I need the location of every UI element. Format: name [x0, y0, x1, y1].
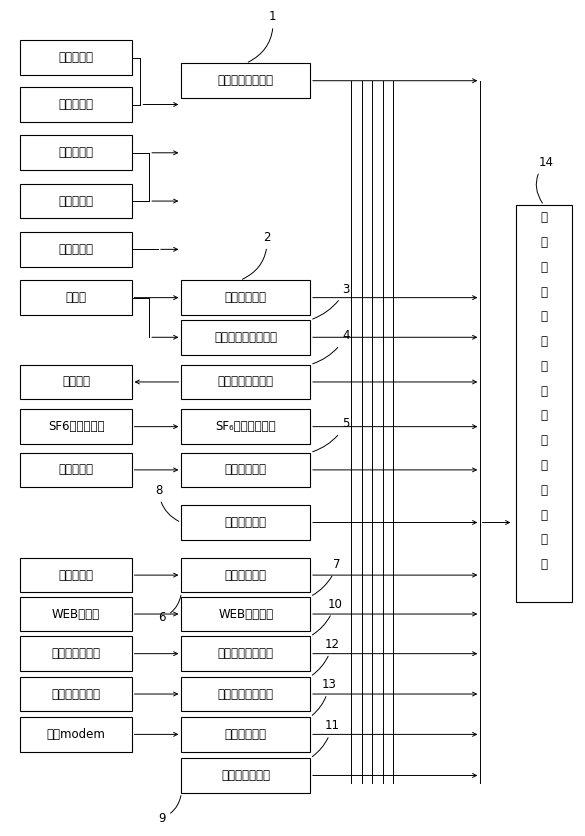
Text: 安防报警系统: 安防报警系统 [225, 463, 267, 477]
Bar [20, 40, 132, 75]
Bar [181, 558, 310, 593]
Bar [20, 597, 132, 631]
Text: 辅助设备: 辅助设备 [62, 375, 90, 389]
Text: 9: 9 [158, 796, 181, 824]
Text: SF6气体传感器: SF6气体传感器 [48, 421, 104, 433]
Bar [181, 758, 310, 793]
Text: 10: 10 [312, 598, 342, 635]
Text: 综: 综 [541, 434, 548, 447]
Text: 行: 行 [541, 310, 548, 324]
Text: 门禁控制器: 门禁控制器 [58, 568, 94, 582]
Text: 2: 2 [242, 231, 271, 279]
Text: 运: 运 [541, 286, 548, 298]
Text: 5: 5 [313, 417, 350, 451]
Text: 4: 4 [313, 329, 350, 364]
Text: 8: 8 [155, 484, 179, 522]
Bar [181, 410, 310, 444]
Bar [20, 135, 132, 170]
Text: 可扩展功能系统: 可扩展功能系统 [221, 769, 270, 782]
Bar [181, 320, 310, 354]
Text: 烟雾探测器: 烟雾探测器 [58, 195, 94, 207]
Text: 监: 监 [541, 484, 548, 497]
Text: 平: 平 [541, 533, 548, 547]
Bar [181, 364, 310, 400]
Text: 火灾报警及消防系统: 火灾报警及消防系统 [214, 331, 277, 344]
Text: 3: 3 [312, 283, 350, 319]
Bar [20, 184, 132, 218]
Bar [20, 364, 132, 400]
Text: 变: 变 [541, 212, 548, 224]
Bar [181, 64, 310, 98]
Text: 境: 境 [541, 360, 548, 373]
Bar [20, 232, 132, 267]
Text: 电缆温度监测系统: 电缆温度监测系统 [218, 647, 274, 660]
Text: 12: 12 [312, 638, 340, 675]
Text: 11: 11 [312, 719, 340, 757]
Bar [181, 505, 310, 540]
Text: 合: 合 [541, 459, 548, 472]
Text: 红外成像监测系统: 红外成像监测系统 [218, 687, 274, 701]
Text: 红外线热成像价: 红外线热成像价 [51, 687, 101, 701]
Text: 6: 6 [158, 595, 181, 624]
Text: 线缆温度传感器: 线缆温度传感器 [51, 647, 101, 660]
Text: 摄像头: 摄像头 [66, 291, 87, 304]
Bar [20, 676, 132, 711]
Text: 动力环境监控系统: 动力环境监控系统 [218, 74, 274, 87]
Bar [20, 636, 132, 671]
Bar [20, 87, 132, 122]
Text: 湿度传感器: 湿度传感器 [58, 98, 94, 111]
Text: 联动配置系统: 联动配置系统 [225, 516, 267, 529]
Text: 视频监控系统: 视频监控系统 [225, 291, 267, 304]
Text: 控: 控 [541, 508, 548, 522]
Text: 报警探测器: 报警探测器 [58, 463, 94, 477]
Bar [20, 280, 132, 315]
Bar [20, 410, 132, 444]
Text: 台: 台 [541, 558, 548, 571]
Text: 14: 14 [536, 155, 553, 203]
Text: WEB发布系统: WEB发布系统 [218, 608, 273, 620]
Text: 远: 远 [541, 385, 548, 398]
Bar [181, 280, 310, 315]
Text: 短信modem: 短信modem [47, 728, 105, 741]
Bar [181, 597, 310, 631]
Text: SF₆监测报警系统: SF₆监测报警系统 [215, 421, 276, 433]
Text: 程: 程 [541, 410, 548, 422]
Text: 7: 7 [312, 558, 341, 595]
Bar [181, 452, 310, 487]
Text: 短信告警系统: 短信告警系统 [225, 728, 267, 741]
Text: 明火探测器: 明火探测器 [58, 146, 94, 160]
Text: 电: 电 [541, 236, 548, 249]
Text: 环: 环 [541, 335, 548, 348]
Text: 水位传感器: 水位传感器 [58, 243, 94, 256]
Text: WEB服务器: WEB服务器 [52, 608, 100, 620]
Bar [181, 676, 310, 711]
Bar [181, 717, 310, 752]
Text: 1: 1 [248, 10, 277, 62]
Bar [20, 717, 132, 752]
Bar [517, 206, 572, 602]
Text: 辅助设备控制系统: 辅助设备控制系统 [218, 375, 274, 389]
Text: 温度传感器: 温度传感器 [58, 51, 94, 64]
Bar [181, 636, 310, 671]
Text: 门禁控制系统: 门禁控制系统 [225, 568, 267, 582]
Bar [20, 558, 132, 593]
Bar [20, 452, 132, 487]
Text: 13: 13 [312, 678, 336, 716]
Text: 站: 站 [541, 261, 548, 274]
